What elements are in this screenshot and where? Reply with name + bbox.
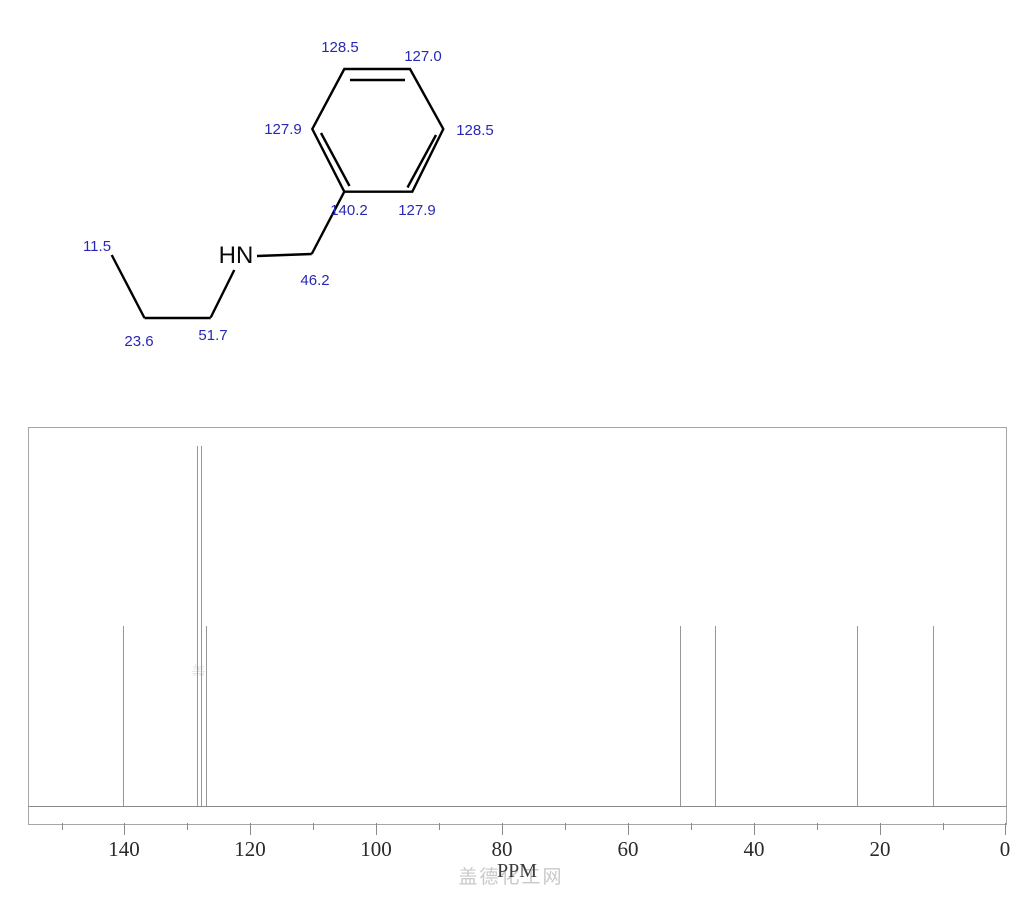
bond-n-ch2 [256,252,312,258]
x-axis-title: PPM [496,860,538,882]
shift-label: 127.0 [404,48,442,65]
axis-tick-label: 20 [869,837,891,861]
nh-atom-label: HN [219,242,254,269]
minor-tick [817,823,818,830]
plot-frame [28,427,1007,825]
minor-tick [62,823,63,830]
major-tick [1005,823,1006,835]
minor-tick [187,823,188,830]
peak [123,626,124,806]
peak [857,626,858,806]
major-tick [124,823,125,835]
double-bond-inner [319,132,351,187]
major-tick [502,823,503,835]
axis-tick-label: 0 [999,837,1011,861]
major-tick [376,823,377,835]
major-tick [250,823,251,835]
shift-label: 51.7 [198,327,227,344]
baseline [28,806,1007,807]
peak [933,626,934,806]
minor-tick [313,823,314,830]
peak [206,626,207,806]
watermark: 盖德化工网 [458,867,564,888]
bond-lines [110,67,445,320]
major-tick [628,823,629,835]
shift-label: 11.5 [83,238,111,255]
major-tick [754,823,755,835]
shift-label: 128.5 [456,122,494,139]
axis-tick-label: 40 [743,837,765,861]
minor-tick [691,823,692,830]
shift-label: 23.6 [124,333,153,350]
axis-tick-label: 140 [108,837,140,861]
shift-label: 128.5 [321,39,359,56]
minor-tick [439,823,440,830]
minor-tick [565,823,566,830]
molecule-structure: HN 128.5 127.0 127.9 128.5 140.2 127.9 11.5 46.… [83,39,494,350]
shift-labels-group: 128.5 127.0 127.9 128.5 140.2 127.9 11.5 46.2 23… [83,39,494,350]
shift-label: 46.2 [300,272,329,289]
double-bond-inner [406,134,438,189]
benzene-ring [310,67,445,193]
shift-label: 127.9 [398,202,436,219]
peak [680,626,681,806]
axis-tick-label: 80 [491,837,513,861]
peak [715,626,716,806]
bond-ch2-n [209,269,236,319]
bond-ch3-ch2 [110,254,146,319]
peak [201,446,202,806]
peak [197,446,198,806]
axis-tick-label: 120 [234,837,266,861]
shift-label: 140.2 [330,202,368,219]
shift-label: 127.9 [264,121,302,138]
watermark-fragment: 盖德化工网 [191,664,207,676]
major-tick [880,823,881,835]
axis-tick-label: 60 [617,837,639,861]
bond-ch2-ring [310,191,346,255]
axis-tick-label: 100 [360,837,392,861]
minor-tick [943,823,944,830]
